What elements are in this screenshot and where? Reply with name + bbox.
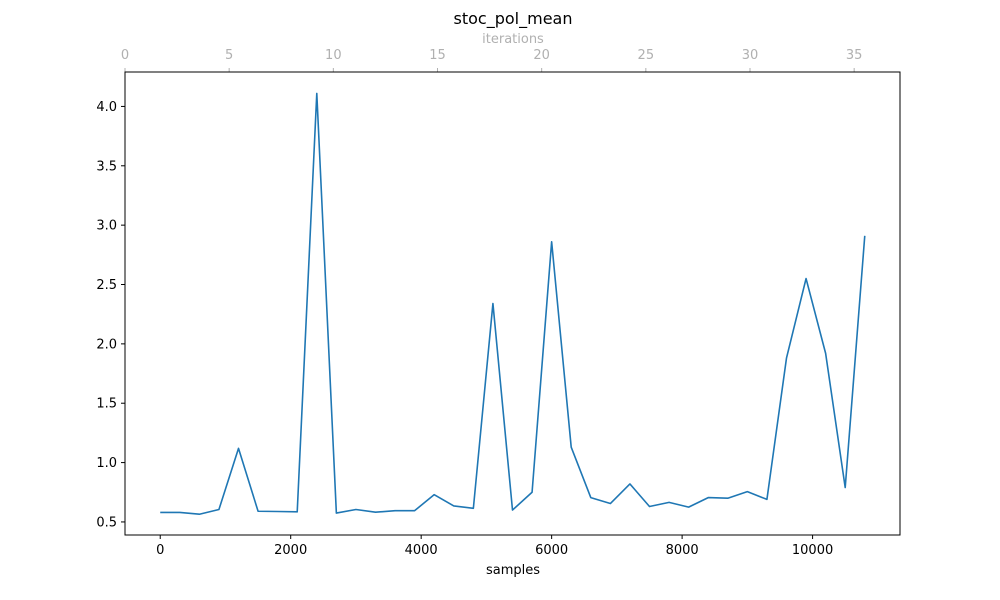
y-tick-label: 2.5 [96, 278, 117, 293]
series-line [160, 92, 866, 516]
top-x-tick-label: 5 [225, 48, 233, 63]
top-axis-ticks: 0 5 10 15 20 25 30 35 [121, 48, 863, 72]
x-axis-label: samples [486, 563, 540, 578]
y-tick-label: 3.5 [96, 159, 117, 174]
top-x-tick-label: 20 [533, 48, 550, 63]
y-tick-label: 4.0 [96, 100, 117, 115]
y-tick-label: 2.0 [96, 337, 117, 352]
x-tick-label: 0 [156, 543, 164, 558]
y-tick-label: 1.0 [96, 456, 117, 471]
y-tick-label: 1.5 [96, 397, 117, 412]
top-x-tick-label: 0 [121, 48, 129, 63]
plot-frame [124, 71, 901, 536]
top-x-tick-label: 35 [846, 48, 863, 63]
x-tick-label: 2000 [274, 543, 307, 558]
y-axis-ticks: 0.5 1.0 1.5 2.0 2.5 3.0 3.5 4.0 [96, 100, 125, 530]
chart-title: stoc_pol_mean [454, 9, 573, 29]
top-x-tick-label: 15 [429, 48, 446, 63]
y-tick-label: 3.0 [96, 219, 117, 234]
y-tick-label: 0.5 [96, 515, 117, 530]
x-tick-label: 10000 [792, 543, 833, 558]
x-tick-label: 6000 [535, 543, 568, 558]
x-axis-ticks: 0 2000 4000 6000 8000 10000 [156, 535, 833, 558]
top-axis-label: iterations [482, 32, 544, 47]
top-x-tick-label: 10 [325, 48, 342, 63]
top-x-tick-label: 30 [742, 48, 759, 63]
top-x-tick-label: 25 [638, 48, 655, 63]
x-tick-label: 8000 [666, 543, 699, 558]
x-tick-label: 4000 [405, 543, 438, 558]
